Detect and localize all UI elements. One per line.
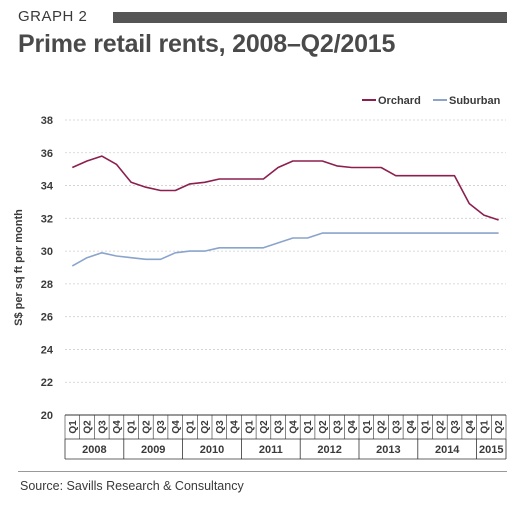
legend-label: Orchard [378, 95, 421, 107]
x-tick-label: Q1 [127, 420, 138, 434]
year-label: 2014 [435, 444, 460, 456]
x-tick-label: Q4 [406, 420, 417, 434]
year-label: 2012 [317, 444, 341, 456]
y-tick-label: 38 [41, 115, 53, 127]
x-tick-label: Q4 [171, 420, 182, 434]
year-label: 2013 [376, 444, 400, 456]
x-tick-label: Q4 [288, 420, 299, 434]
x-tick-label: Q3 [332, 420, 343, 434]
x-tick-label: Q4 [347, 420, 358, 434]
x-tick-label: Q3 [156, 420, 167, 434]
x-tick-label: Q3 [391, 420, 402, 434]
year-label: 2009 [141, 444, 165, 456]
x-tick-label: Q3 [274, 420, 285, 434]
series-line-suburban [71, 232, 499, 267]
y-tick-label: 26 [41, 312, 53, 324]
y-tick-label: 24 [41, 344, 54, 356]
x-tick-label: Q2 [377, 420, 388, 434]
year-label: 2011 [259, 444, 283, 456]
chart-title: Prime retail rents, 2008–Q2/2015 [18, 30, 396, 58]
x-tick-label: Q4 [230, 420, 241, 434]
x-tick-label: Q3 [215, 420, 226, 434]
y-axis-label: S$ per sq ft per month [13, 209, 25, 326]
year-label: 2008 [82, 444, 106, 456]
x-tick-label: Q2 [259, 420, 270, 434]
year-label: 2010 [200, 444, 224, 456]
y-tick-label: 28 [41, 279, 53, 291]
header-bar [113, 12, 507, 23]
y-tick-label: 32 [41, 213, 53, 225]
x-tick-label: Q3 [450, 420, 461, 434]
x-tick-label: Q1 [362, 420, 373, 434]
x-tick-label: Q1 [303, 420, 314, 434]
x-tick-label: Q1 [421, 420, 432, 434]
x-tick-label: Q4 [465, 420, 476, 434]
x-tick-label: Q2 [141, 420, 152, 434]
y-tick-label: 36 [41, 148, 53, 160]
source-note: Source: Savills Research & Consultancy [20, 479, 244, 493]
series-line-orchard [71, 155, 499, 221]
x-tick-label: Q2 [200, 420, 211, 434]
y-tick-label: 20 [41, 410, 53, 422]
x-tick-label: Q4 [112, 420, 123, 434]
x-tick-label: Q1 [479, 420, 490, 434]
line-chart: 20 22 24 26 28 30 32 34 36 38 S$ per sq ft per mon… [13, 95, 507, 460]
divider [18, 471, 507, 472]
year-label: 2015 [479, 444, 503, 456]
x-tick-label: Q1 [244, 420, 255, 434]
x-tick-label: Q2 [435, 420, 446, 434]
y-tick-label: 22 [41, 377, 53, 389]
x-tick-label: Q1 [68, 420, 79, 434]
y-tick-label: 34 [41, 181, 54, 193]
x-tick-label: Q3 [97, 420, 108, 434]
graph-label: GRAPH 2 [18, 8, 88, 25]
x-tick-label: Q2 [318, 420, 329, 434]
y-tick-label: 30 [41, 246, 53, 258]
x-tick-label: Q2 [494, 420, 505, 434]
legend-label: Suburban [449, 95, 501, 107]
x-tick-label: Q1 [185, 420, 196, 434]
x-tick-label: Q2 [83, 420, 94, 434]
